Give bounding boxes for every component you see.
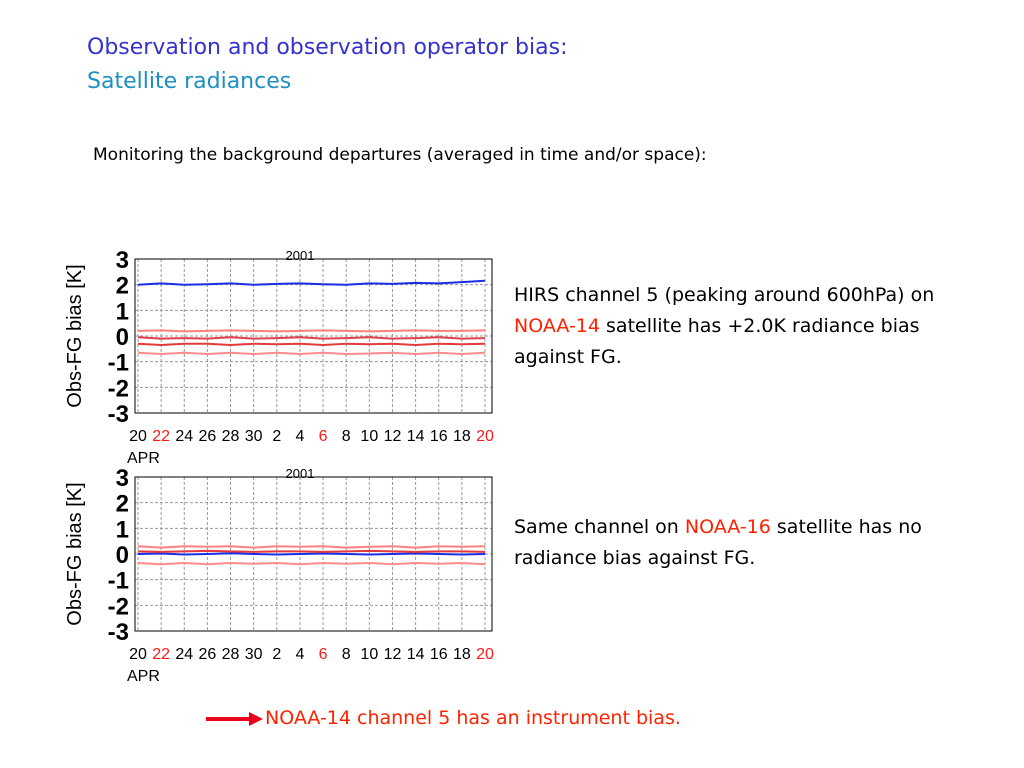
x-tick-label: 22	[152, 428, 170, 445]
y-tick-label: 0	[116, 324, 129, 351]
series-line-3	[137, 336, 486, 340]
x-tick-label: 12	[384, 646, 402, 663]
plot-frame	[134, 258, 493, 414]
x-tick-label: 16	[430, 646, 448, 663]
x-tick-label: 2	[272, 646, 281, 663]
x-tick-label: 24	[175, 428, 193, 445]
x-tick-label: 20	[129, 428, 147, 445]
x-tick-label: 8	[342, 646, 351, 663]
x-tick-label: 30	[245, 428, 263, 445]
series-line-1	[137, 279, 486, 286]
series-line-5	[137, 351, 486, 356]
x-tick-label: 18	[453, 646, 471, 663]
red-arrow-icon	[206, 712, 263, 726]
y-tick-label: 0	[116, 542, 129, 569]
y-axis-label: Obs-FG bias [K]	[64, 264, 86, 407]
y-tick-label: -2	[108, 593, 129, 620]
y-tick-label: 3	[116, 465, 129, 492]
x-axis-label: APR	[127, 668, 160, 685]
x-tick-label: 26	[199, 646, 217, 663]
x-tick-label: 4	[295, 428, 304, 445]
y-tick-label: 2	[116, 491, 129, 518]
slide-title-line1: Observation and observation operator bia…	[87, 35, 568, 60]
series-line-2	[137, 329, 486, 333]
plot-frame	[134, 476, 493, 632]
x-tick-label: 10	[360, 428, 378, 445]
x-tick-label: 6	[319, 646, 328, 663]
desc1-highlight: NOAA-14	[514, 315, 600, 337]
x-tick-label: 20	[476, 646, 494, 663]
x-tick-label: 28	[222, 428, 240, 445]
y-tick-label: 1	[116, 516, 129, 543]
y-tick-label: -1	[108, 568, 129, 595]
x-tick-label: 10	[360, 646, 378, 663]
desc1-text-a: HIRS channel 5 (peaking around 600hPa) o…	[514, 284, 935, 306]
x-axis-label: APR	[127, 450, 160, 467]
x-tick-label: 20	[476, 428, 494, 445]
x-tick-label: 20	[129, 646, 147, 663]
y-tick-label: -3	[108, 619, 129, 646]
series-line-3	[137, 549, 486, 553]
slide-title-line2: Satellite radiances	[87, 69, 292, 94]
x-tick-label: 18	[453, 428, 471, 445]
x-tick-label: 12	[384, 428, 402, 445]
x-tick-label: 14	[407, 646, 425, 663]
series-line-4	[137, 561, 486, 566]
y-tick-label: -3	[108, 401, 129, 428]
x-tick-label: 2	[272, 428, 281, 445]
x-tick-label: 16	[430, 428, 448, 445]
y-axis-label: Obs-FG bias [K]	[64, 482, 86, 625]
noaa16-description: Same channel on NOAA-16 satellite has no…	[514, 512, 944, 574]
slide-subtitle: Monitoring the background departures (av…	[93, 145, 707, 165]
y-tick-label: -2	[108, 375, 129, 402]
x-tick-label: 14	[407, 428, 425, 445]
x-tick-label: 6	[319, 428, 328, 445]
x-tick-label: 28	[222, 646, 240, 663]
desc2-text-a: Same channel on	[514, 516, 685, 538]
series-line-2	[137, 552, 486, 556]
desc1-text-b: satellite has +2.0K radiance bias agains…	[514, 315, 920, 368]
conclusion-text: NOAA-14 channel 5 has an instrument bias…	[265, 707, 681, 729]
y-tick-label: 1	[116, 298, 129, 325]
series-line-4	[137, 342, 486, 347]
x-tick-label: 26	[199, 428, 217, 445]
y-tick-label: 3	[116, 247, 129, 274]
desc2-highlight: NOAA-16	[684, 516, 771, 538]
series-line-1	[137, 545, 486, 549]
x-tick-label: 30	[245, 646, 263, 663]
x-tick-label: 4	[295, 646, 304, 663]
x-tick-label: 22	[152, 646, 170, 663]
x-tick-label: 8	[342, 428, 351, 445]
y-tick-label: -1	[108, 350, 129, 377]
noaa14-description: HIRS channel 5 (peaking around 600hPa) o…	[514, 280, 944, 373]
y-tick-label: 2	[116, 273, 129, 300]
x-tick-label: 24	[175, 646, 193, 663]
desc2-text-b: satellite has no radiance bias against F…	[514, 516, 922, 569]
